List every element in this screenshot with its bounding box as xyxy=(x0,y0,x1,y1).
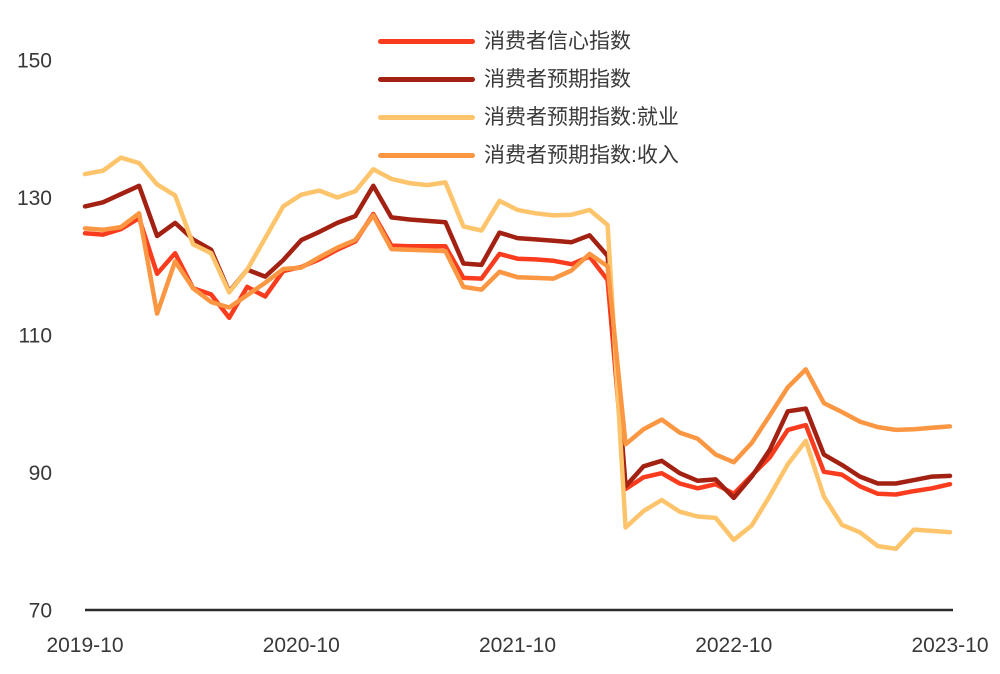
x-axis-tick-label-2023-10: 2023-10 xyxy=(911,634,988,657)
legend-swatch xyxy=(378,114,475,120)
y-axis-tick-label-90: 90 xyxy=(29,462,52,485)
x-axis-tick-label-2022-10: 2022-10 xyxy=(695,634,772,657)
line-consumer-confidence-index xyxy=(82,211,953,497)
legend-label: 消费者信心指数 xyxy=(484,29,631,53)
legend-label: 消费者预期指数:就业 xyxy=(484,105,679,129)
x-axis-tick-label-2019-10: 2019-10 xyxy=(46,634,123,657)
legend-item-0: 消费者信心指数 xyxy=(378,22,679,60)
line-consumer-expectation-index xyxy=(82,183,953,501)
legend-item-3: 消费者预期指数:收入 xyxy=(378,136,679,174)
y-axis-tick-label-70: 70 xyxy=(29,600,52,623)
legend-label: 消费者预期指数 xyxy=(484,67,631,91)
legend-item-1: 消费者预期指数 xyxy=(378,60,679,98)
y-axis-tick-label-130: 130 xyxy=(17,187,52,210)
legend-label: 消费者预期指数:收入 xyxy=(484,143,679,167)
line-expectation-employment xyxy=(82,155,953,552)
x-axis-tick-label-2021-10: 2021-10 xyxy=(479,634,556,657)
legend-item-2: 消费者预期指数:就业 xyxy=(378,98,679,136)
legend-swatch xyxy=(378,152,475,158)
legend: 消费者信心指数 消费者预期指数 消费者预期指数:就业 消费者预期指数:收入 xyxy=(378,22,679,174)
y-axis-tick-label-110: 110 xyxy=(19,325,52,348)
x-axis-tick-label-2020-10: 2020-10 xyxy=(263,634,340,657)
line-expectation-income xyxy=(82,211,953,465)
legend-swatch xyxy=(378,76,475,82)
y-axis-tick-label-150: 150 xyxy=(17,50,52,73)
legend-swatch xyxy=(378,38,475,44)
